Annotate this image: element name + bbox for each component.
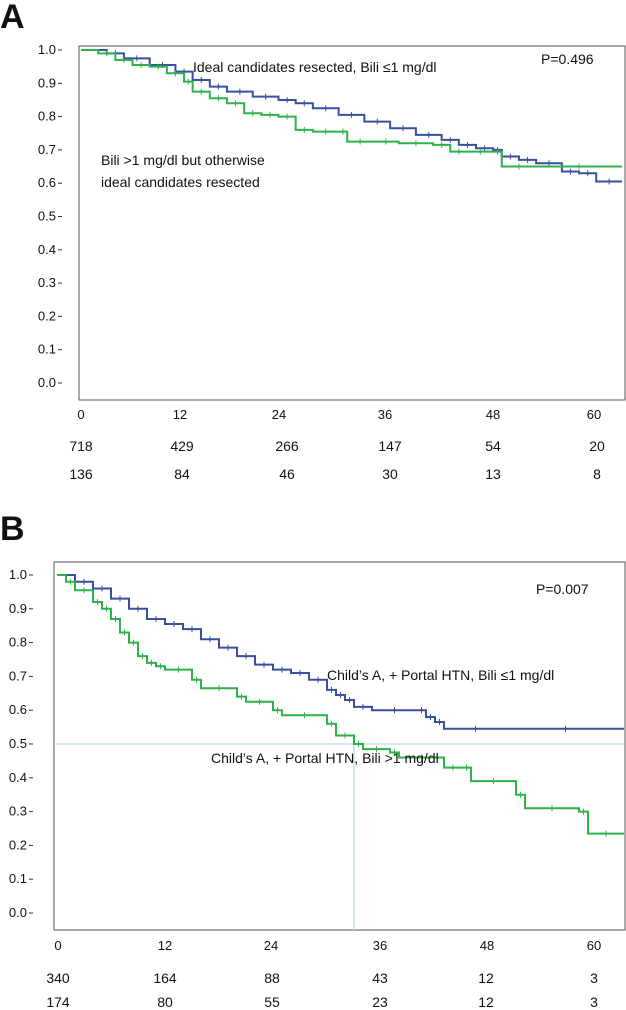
y-tick-label: 0.5	[9, 736, 27, 751]
curve-annotation: Bili >1 mg/dl but otherwise	[101, 152, 265, 168]
number-at-risk: 80	[157, 994, 173, 1010]
y-tick-label: 0.7	[9, 668, 27, 683]
x-tick-label: 36	[378, 407, 392, 422]
number-at-risk: 20	[589, 438, 605, 454]
number-at-risk: 174	[46, 994, 70, 1010]
number-at-risk: 43	[372, 970, 388, 986]
chart-panel-a: 0.0 0.1 0.2 0.3 0.4 0.5 0.6 0.7 0.8 0.9 1.0 0 12 24 36…	[38, 42, 626, 482]
number-at-risk: 3	[590, 970, 598, 986]
plot-frame	[78, 45, 626, 401]
y-tick-label: 0.0	[9, 905, 27, 920]
number-at-risk: 13	[485, 466, 501, 482]
number-at-risk: 718	[69, 438, 93, 454]
y-tick-label: 0.4	[38, 242, 56, 257]
risk-row-a2	[0, 466, 626, 482]
y-tick-label: 0.2	[38, 308, 56, 323]
curve-annotation: ideal candidates resected	[101, 174, 260, 190]
curve-annotation: Ideal candidates resected, Bili ≤1 mg/dl	[193, 59, 436, 75]
x-tick-label: 24	[272, 407, 286, 422]
x-tick-label: 48	[480, 938, 494, 953]
p-value: P=0.496	[541, 51, 594, 67]
number-at-risk: 88	[264, 970, 280, 986]
x-tick-label: 12	[173, 407, 187, 422]
curve-annotation: Child’s A, + Portal HTN, Bili ≤1 mg/dl	[327, 667, 554, 683]
y-tick-label: 0.7	[38, 142, 56, 157]
plot-frame	[53, 561, 626, 931]
number-at-risk: 340	[46, 970, 70, 986]
x-tick-label: 60	[587, 938, 601, 953]
risk-row-b1	[0, 970, 626, 986]
number-at-risk: 12	[478, 994, 494, 1010]
number-at-risk: 54	[485, 438, 501, 454]
number-at-risk: 8	[593, 466, 601, 482]
x-tick-label: 12	[158, 938, 172, 953]
y-tick-label: 0.4	[9, 770, 27, 785]
y-tick-label: 0.9	[9, 601, 27, 616]
survival-curve-blue	[57, 574, 624, 730]
risk-row-a1	[0, 438, 626, 454]
number-at-risk: 3	[590, 994, 598, 1010]
x-tick-label: 48	[486, 407, 500, 422]
x-tick-label: 60	[587, 407, 601, 422]
x-tick-label: 24	[264, 938, 278, 953]
x-tick-label: 0	[54, 938, 61, 953]
panel-a-label: A	[0, 0, 25, 36]
y-tick-label: 0.8	[9, 635, 27, 650]
y-tick-label: 0.6	[38, 175, 56, 190]
number-at-risk: 46	[279, 466, 295, 482]
number-at-risk: 12	[478, 970, 494, 986]
number-at-risk: 23	[372, 994, 388, 1010]
number-at-risk: 55	[264, 994, 280, 1010]
risk-row-b2	[0, 994, 626, 1010]
y-tick-label: 0.0	[38, 375, 56, 390]
number-at-risk: 429	[170, 438, 194, 454]
y-tick-label: 0.3	[38, 275, 56, 290]
x-tick-label: 36	[373, 938, 387, 953]
curve-annotation: Child’s A, + Portal HTN, Bili >1 mg/dl	[211, 750, 439, 766]
chart-panel-b: 0.00.10.20.30.40.50.60.70.80.91.00 12 24 36…	[9, 561, 626, 1010]
number-at-risk: 136	[69, 466, 93, 482]
y-tick-label: 0.6	[9, 702, 27, 717]
y-tick-label: 0.2	[9, 837, 27, 852]
number-at-risk: 84	[174, 466, 190, 482]
number-at-risk: 164	[153, 970, 177, 986]
y-tick-label: 1.0	[9, 567, 27, 582]
y-tick-label: 0.8	[38, 109, 56, 124]
number-at-risk: 30	[382, 466, 398, 482]
number-at-risk: 266	[275, 438, 299, 454]
survival-curve-green	[81, 49, 622, 168]
y-tick-label: 0.1	[9, 871, 27, 886]
x-tick-label: 0	[77, 407, 84, 422]
survival-curve-green	[57, 574, 624, 835]
number-at-risk: 147	[378, 438, 402, 454]
panel-b-label: B	[0, 510, 25, 548]
y-tick-label: 0.1	[38, 342, 56, 357]
y-tick-label: 0.5	[38, 209, 56, 224]
y-tick-label: 0.9	[38, 75, 56, 90]
y-tick-label: 1.0	[38, 42, 56, 57]
p-value: P=0.007	[536, 581, 589, 597]
y-tick-label: 0.3	[9, 804, 27, 819]
